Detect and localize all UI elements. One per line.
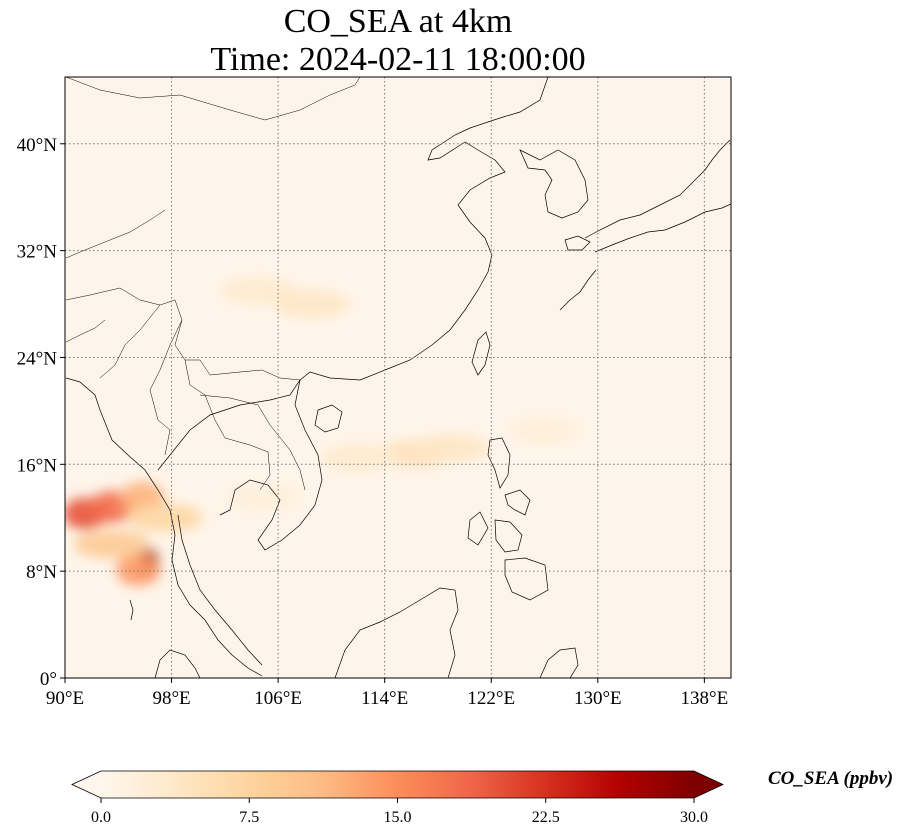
lat-tick-label: 0° [40, 669, 57, 690]
plume-4 [116, 553, 161, 586]
map-subtitle-time: Time: 2024-02-11 18:00:00 [210, 41, 586, 78]
map-title: CO_SEA at 4km [283, 3, 513, 40]
colorbar-label: CO_SEA (ppbv) [768, 768, 894, 789]
longitude-axis: 90°E 98°E 106°E 114°E 122°E 130°E 138°E [46, 678, 728, 709]
lon-tick-label: 106°E [254, 688, 302, 709]
lat-tick-label: 16°N [17, 455, 58, 476]
lon-tick-label: 90°E [46, 688, 84, 709]
graticule [65, 77, 731, 678]
lon-tick-label: 114°E [361, 688, 408, 709]
lon-tick-label: 138°E [681, 688, 729, 709]
lon-tick-label: 98°E [152, 688, 190, 709]
plume-12 [226, 483, 303, 512]
plume-9 [413, 434, 490, 463]
colorbar-tick-label: 0.0 [91, 809, 111, 826]
plume-10 [220, 276, 297, 305]
colorbar-max-extension [694, 771, 723, 798]
lat-tick-label: 32°N [17, 242, 58, 263]
lat-tick-label: 24°N [17, 348, 58, 369]
lat-tick-label: 40°N [17, 135, 58, 156]
latitude-axis: 0° 8°N 16°N 24°N 32°N 40°N [17, 135, 65, 690]
map-frame [64, 76, 732, 679]
colorbar-min-extension [72, 771, 101, 798]
plume-13 [506, 416, 583, 445]
colorbar-tick-label: 7.5 [239, 809, 259, 826]
colorbar-body [101, 771, 694, 798]
colorbar-tick-label: 30.0 [680, 809, 708, 826]
colorbar-tick-label: 22.5 [532, 809, 560, 826]
map-background [65, 77, 731, 678]
plume-5 [73, 530, 150, 559]
lon-tick-label: 130°E [574, 688, 622, 709]
lat-tick-label: 8°N [26, 562, 57, 583]
colorbar-tick-label: 15.0 [384, 809, 412, 826]
coastlines-and-borders [65, 77, 731, 678]
plume-11 [273, 290, 350, 319]
colorbar: 0.0 7.5 15.0 22.5 30.0 [71, 770, 724, 826]
concentration-field [65, 276, 583, 586]
colorbar-ticks: 0.0 7.5 15.0 22.5 30.0 [91, 798, 708, 826]
lon-tick-label: 122°E [467, 688, 515, 709]
plume-6 [126, 503, 203, 532]
